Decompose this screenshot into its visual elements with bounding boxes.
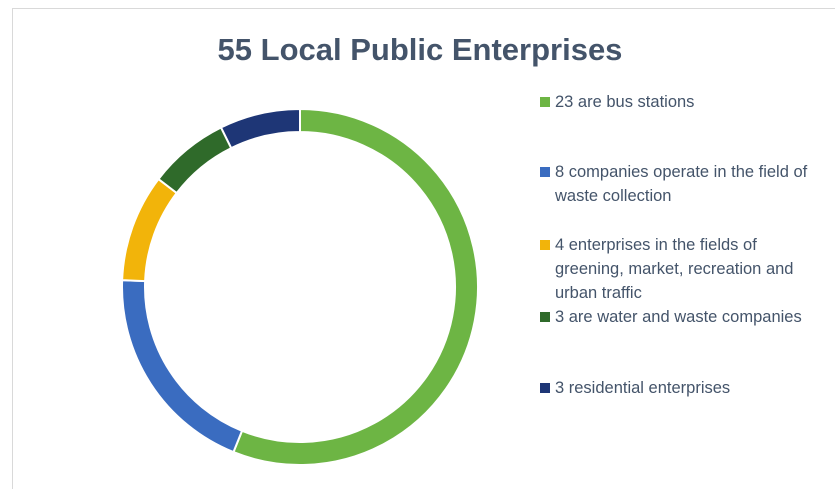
legend-label: 3 are water and waste companies [555,308,802,326]
chart-frame [12,8,835,489]
donut-slice [157,126,233,195]
chart-title: 55 Local Public Enterprises [217,32,623,67]
legend-swatch [540,240,550,250]
legend-swatch [540,383,550,393]
legend-swatch [540,97,550,107]
legend-label: 3 residential enterprises [555,379,731,397]
legend-swatch [540,312,550,322]
legend-label: 8 companies operate in the field of wast… [555,163,808,205]
legend-item: 3 are water and waste companies [537,305,822,329]
donut-slice [121,177,179,283]
donut-slice [121,279,244,454]
legend-item: 8 companies operate in the field of wast… [537,160,822,208]
legend-item: 23 are bus stations [537,90,822,114]
donut-slice [219,107,301,150]
legend-item: 4 enterprises in the fields of greening,… [537,233,822,305]
legend-swatch [540,167,550,177]
legend-item: 3 residential enterprises [537,376,822,400]
donut-slice [232,107,479,466]
legend-label: 4 enterprises in the fields of greening,… [555,236,794,302]
legend-label: 23 are bus stations [555,93,695,111]
